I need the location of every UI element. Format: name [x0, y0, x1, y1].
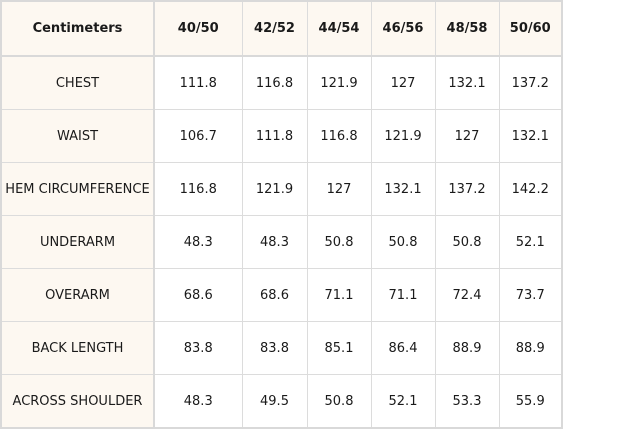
table-row: OVERARM 68.6 68.6 71.1 71.1 72.4 73.7	[0, 268, 563, 322]
table-cell: 127	[306, 162, 372, 216]
table-cell: 71.1	[306, 268, 372, 322]
table-cell: 50.8	[370, 215, 436, 269]
table-cell: 132.1	[498, 109, 563, 163]
column-header: 48/58	[434, 0, 500, 57]
table-cell: 88.9	[498, 321, 563, 375]
table-cell: 111.8	[241, 109, 308, 163]
table-cell: 50.8	[306, 215, 372, 269]
row-label: CHEST	[0, 55, 155, 110]
table-cell: 142.2	[498, 162, 563, 216]
table-row: ACROSS SHOULDER 48.3 49.5 50.8 52.1 53.3…	[0, 374, 563, 429]
row-label: BACK LENGTH	[0, 321, 155, 375]
table-cell: 48.3	[241, 215, 308, 269]
column-header: 44/54	[306, 0, 372, 57]
table-cell: 73.7	[498, 268, 563, 322]
table-cell: 121.9	[370, 109, 436, 163]
table-row: UNDERARM 48.3 48.3 50.8 50.8 50.8 52.1	[0, 215, 563, 269]
table-cell: 111.8	[153, 55, 243, 110]
table-cell: 132.1	[370, 162, 436, 216]
table-cell: 106.7	[153, 109, 243, 163]
table-cell: 116.8	[306, 109, 372, 163]
table-cell: 121.9	[306, 55, 372, 110]
table-cell: 88.9	[434, 321, 500, 375]
table-cell: 116.8	[153, 162, 243, 216]
table-cell: 55.9	[498, 374, 563, 429]
table-cell: 48.3	[153, 215, 243, 269]
table-cell: 72.4	[434, 268, 500, 322]
table-cell: 48.3	[153, 374, 243, 429]
table-cell: 86.4	[370, 321, 436, 375]
table-cell: 68.6	[241, 268, 308, 322]
table-cell: 50.8	[434, 215, 500, 269]
table-cell: 52.1	[498, 215, 563, 269]
table-cell: 83.8	[153, 321, 243, 375]
table-cell: 50.8	[306, 374, 372, 429]
corner-header: Centimeters	[0, 0, 155, 57]
row-label: WAIST	[0, 109, 155, 163]
column-header: 42/52	[241, 0, 308, 57]
column-header: 40/50	[153, 0, 243, 57]
table-cell: 127	[370, 55, 436, 110]
table-cell: 132.1	[434, 55, 500, 110]
table-row: HEM CIRCUMFERENCE 116.8 121.9 127 132.1 …	[0, 162, 563, 216]
table-cell: 116.8	[241, 55, 308, 110]
size-chart-table: Centimeters 40/50 42/52 44/54 46/56 48/5…	[0, 0, 563, 429]
table-cell: 71.1	[370, 268, 436, 322]
table-cell: 85.1	[306, 321, 372, 375]
row-label: UNDERARM	[0, 215, 155, 269]
table-cell: 68.6	[153, 268, 243, 322]
table-row: CHEST 111.8 116.8 121.9 127 132.1 137.2	[0, 55, 563, 110]
table-cell: 83.8	[241, 321, 308, 375]
table-cell: 137.2	[498, 55, 563, 110]
row-label: HEM CIRCUMFERENCE	[0, 162, 155, 216]
table-cell: 127	[434, 109, 500, 163]
table-cell: 52.1	[370, 374, 436, 429]
table-cell: 121.9	[241, 162, 308, 216]
row-label: ACROSS SHOULDER	[0, 374, 155, 429]
table-cell: 137.2	[434, 162, 500, 216]
table-row: BACK LENGTH 83.8 83.8 85.1 86.4 88.9 88.…	[0, 321, 563, 375]
row-label: OVERARM	[0, 268, 155, 322]
table-cell: 49.5	[241, 374, 308, 429]
column-header: 46/56	[370, 0, 436, 57]
table-cell: 53.3	[434, 374, 500, 429]
header-row: Centimeters 40/50 42/52 44/54 46/56 48/5…	[0, 0, 563, 57]
column-header: 50/60	[498, 0, 563, 57]
table-row: WAIST 106.7 111.8 116.8 121.9 127 132.1	[0, 109, 563, 163]
